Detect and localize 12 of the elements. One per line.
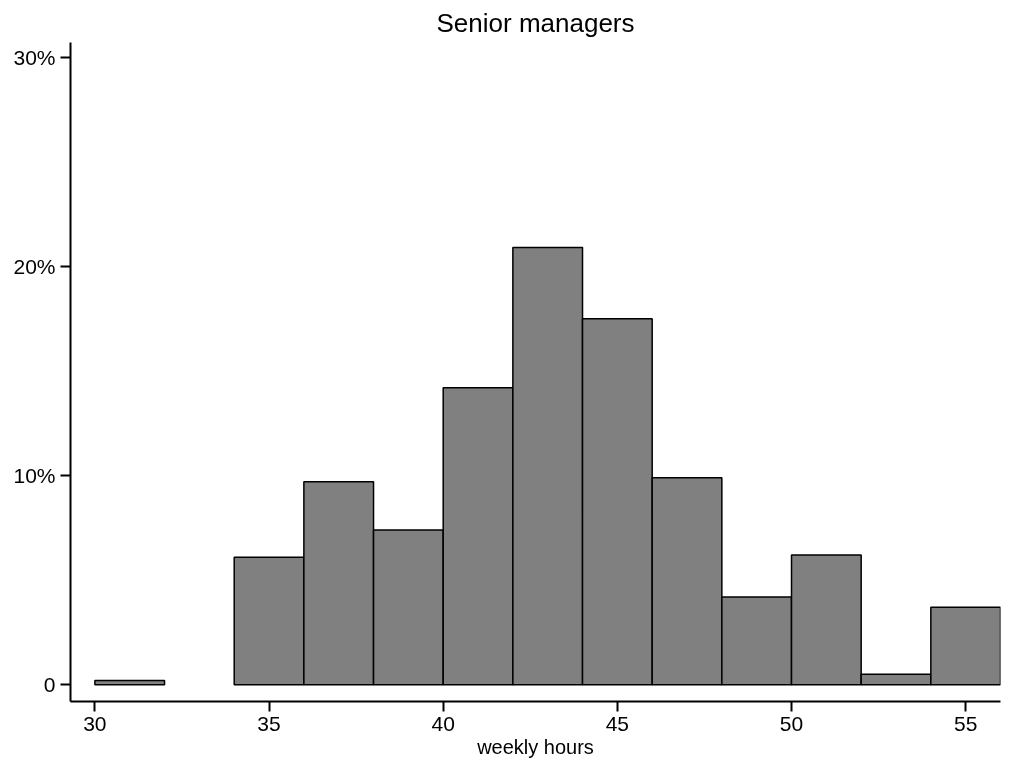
chart-title: Senior managers <box>436 7 635 38</box>
y-tick-label: 20% <box>13 254 56 278</box>
x-tick-label: 40 <box>431 711 455 735</box>
y-tick-label: 0 <box>43 673 56 697</box>
x-axis-title: weekly hours <box>476 735 594 758</box>
x-tick-label: 50 <box>779 711 804 735</box>
y-tick-label: 10% <box>13 464 56 488</box>
x-tick-label: 30 <box>83 711 107 735</box>
x-tick-label: 55 <box>953 711 978 735</box>
x-tick-label: 45 <box>605 711 630 735</box>
x-tick-label: 35 <box>257 711 281 735</box>
y-tick-label: 30% <box>13 45 56 69</box>
